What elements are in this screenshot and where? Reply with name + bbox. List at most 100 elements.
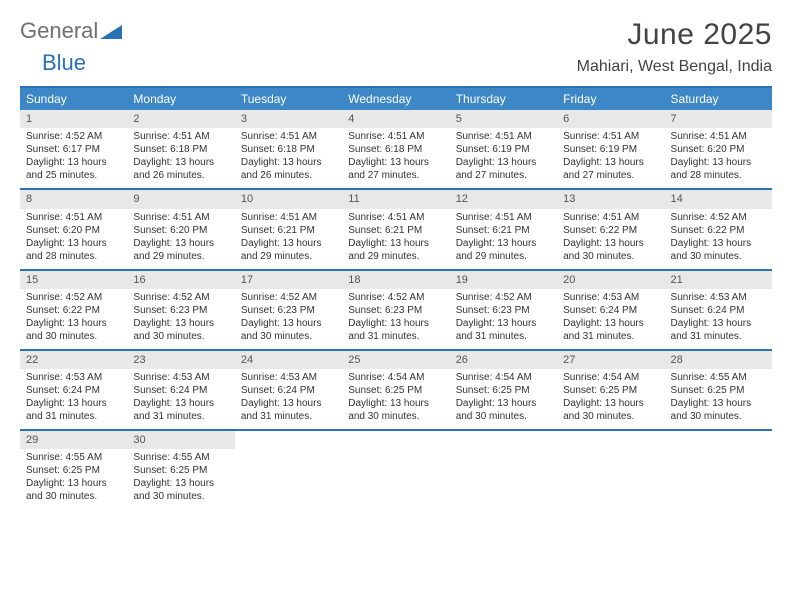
sunset-text: Sunset: 6:22 PM — [26, 304, 121, 317]
day-number: 25 — [348, 353, 443, 367]
brand-part1: General — [20, 18, 98, 44]
daylight-text: Daylight: 13 hours and 27 minutes. — [348, 156, 443, 182]
day-number-bar: 22 — [20, 351, 127, 369]
weekday-header: Saturday — [665, 88, 772, 110]
day-cell: 25Sunrise: 4:54 AMSunset: 6:25 PMDayligh… — [342, 351, 449, 429]
sunrise-text: Sunrise: 4:52 AM — [456, 291, 551, 304]
day-cell: 6 Sunrise: 4:51 AMSunset: 6:19 PMDaylight… — [557, 110, 664, 188]
sunset-text: Sunset: 6:21 PM — [241, 224, 336, 237]
daylight-text: Daylight: 13 hours and 27 minutes. — [563, 156, 658, 182]
day-body: Sunrise: 4:52 AMSunset: 6:23 PMDaylight:… — [450, 289, 557, 349]
day-body: Sunrise: 4:51 AMSunset: 6:20 PMDaylight:… — [665, 128, 772, 188]
daylight-text: Daylight: 13 hours and 29 minutes. — [133, 237, 228, 263]
day-body: Sunrise: 4:51 AMSunset: 6:18 PMDaylight:… — [235, 128, 342, 188]
sunrise-text: Sunrise: 4:52 AM — [133, 291, 228, 304]
sunrise-text: Sunrise: 4:53 AM — [563, 291, 658, 304]
calendar: Sunday Monday Tuesday Wednesday Thursday… — [20, 86, 772, 509]
day-cell — [342, 431, 449, 509]
sunset-text: Sunset: 6:20 PM — [133, 224, 228, 237]
sunset-text: Sunset: 6:23 PM — [241, 304, 336, 317]
day-body: Sunrise: 4:53 AMSunset: 6:24 PMDaylight:… — [127, 369, 234, 429]
sunrise-text: Sunrise: 4:51 AM — [133, 130, 228, 143]
day-body: Sunrise: 4:54 AMSunset: 6:25 PMDaylight:… — [557, 369, 664, 429]
title-block: June 2025 — [627, 18, 772, 52]
day-number: 6 — [563, 112, 658, 126]
day-body: Sunrise: 4:53 AMSunset: 6:24 PMDaylight:… — [665, 289, 772, 349]
day-number-bar: 26 — [450, 351, 557, 369]
day-number: 5 — [456, 112, 551, 126]
sunrise-text: Sunrise: 4:51 AM — [563, 130, 658, 143]
daylight-text: Daylight: 13 hours and 31 minutes. — [671, 317, 766, 343]
day-number-bar: 23 — [127, 351, 234, 369]
day-number-bar: 30 — [127, 431, 234, 449]
day-number: 28 — [671, 353, 766, 367]
day-body: Sunrise: 4:55 AMSunset: 6:25 PMDaylight:… — [127, 449, 234, 509]
day-number-bar: 25 — [342, 351, 449, 369]
day-cell: 12Sunrise: 4:51 AMSunset: 6:21 PMDayligh… — [450, 190, 557, 268]
day-cell: 8Sunrise: 4:51 AMSunset: 6:20 PMDaylight… — [20, 190, 127, 268]
sunrise-text: Sunrise: 4:51 AM — [26, 211, 121, 224]
day-cell: 10Sunrise: 4:51 AMSunset: 6:21 PMDayligh… — [235, 190, 342, 268]
daylight-text: Daylight: 13 hours and 30 minutes. — [133, 317, 228, 343]
daylight-text: Daylight: 13 hours and 30 minutes. — [671, 397, 766, 423]
sunrise-text: Sunrise: 4:53 AM — [133, 371, 228, 384]
day-number-bar: 28 — [665, 351, 772, 369]
day-cell: 14Sunrise: 4:52 AMSunset: 6:22 PMDayligh… — [665, 190, 772, 268]
day-number-bar: 1 — [20, 110, 127, 128]
day-number-bar: 7 — [665, 110, 772, 128]
daylight-text: Daylight: 13 hours and 29 minutes. — [348, 237, 443, 263]
day-body: Sunrise: 4:55 AMSunset: 6:25 PMDaylight:… — [20, 449, 127, 509]
day-number: 23 — [133, 353, 228, 367]
day-body: Sunrise: 4:53 AMSunset: 6:24 PMDaylight:… — [557, 289, 664, 349]
daylight-text: Daylight: 13 hours and 31 minutes. — [26, 397, 121, 423]
day-cell: 26Sunrise: 4:54 AMSunset: 6:25 PMDayligh… — [450, 351, 557, 429]
sunrise-text: Sunrise: 4:51 AM — [241, 130, 336, 143]
day-number-bar: 12 — [450, 190, 557, 208]
day-body: Sunrise: 4:51 AMSunset: 6:21 PMDaylight:… — [450, 209, 557, 269]
daylight-text: Daylight: 13 hours and 31 minutes. — [133, 397, 228, 423]
day-cell: 20 Sunrise: 4:53 AMSunset: 6:24 PMDayligh… — [557, 271, 664, 349]
sunrise-text: Sunrise: 4:53 AM — [671, 291, 766, 304]
daylight-text: Daylight: 13 hours and 25 minutes. — [26, 156, 121, 182]
day-number-bar: 16 — [127, 271, 234, 289]
daylight-text: Daylight: 13 hours and 26 minutes. — [133, 156, 228, 182]
weeks-container: 1Sunrise: 4:52 AMSunset: 6:17 PMDaylight… — [20, 110, 772, 509]
brand-logo: General — [20, 18, 122, 44]
daylight-text: Daylight: 13 hours and 26 minutes. — [241, 156, 336, 182]
day-number: 20 — [563, 273, 658, 287]
header: General June 2025 — [20, 18, 772, 52]
sunset-text: Sunset: 6:25 PM — [563, 384, 658, 397]
daylight-text: Daylight: 13 hours and 28 minutes. — [26, 237, 121, 263]
daylight-text: Daylight: 13 hours and 28 minutes. — [671, 156, 766, 182]
day-number: 19 — [456, 273, 551, 287]
month-title: June 2025 — [627, 18, 772, 52]
sunrise-text: Sunrise: 4:54 AM — [563, 371, 658, 384]
day-number: 29 — [26, 433, 121, 447]
day-number: 14 — [671, 192, 766, 206]
sunset-text: Sunset: 6:20 PM — [671, 143, 766, 156]
week-row: 22Sunrise: 4:53 AMSunset: 6:24 PMDayligh… — [20, 351, 772, 431]
day-number: 30 — [133, 433, 228, 447]
weekday-header-row: Sunday Monday Tuesday Wednesday Thursday… — [20, 88, 772, 110]
weekday-header: Wednesday — [342, 88, 449, 110]
day-number-bar: 2 — [127, 110, 234, 128]
day-number-bar: 24 — [235, 351, 342, 369]
day-cell: 7Sunrise: 4:51 AMSunset: 6:20 PMDaylight… — [665, 110, 772, 188]
day-number: 16 — [133, 273, 228, 287]
day-number-bar: 5 — [450, 110, 557, 128]
sunrise-text: Sunrise: 4:52 AM — [26, 291, 121, 304]
day-number: 4 — [348, 112, 443, 126]
location-text: Mahiari, West Bengal, India — [577, 58, 772, 76]
daylight-text: Daylight: 13 hours and 29 minutes. — [241, 237, 336, 263]
sunset-text: Sunset: 6:19 PM — [563, 143, 658, 156]
daylight-text: Daylight: 13 hours and 27 minutes. — [456, 156, 551, 182]
sunset-text: Sunset: 6:24 PM — [133, 384, 228, 397]
day-cell — [557, 431, 664, 509]
sunset-text: Sunset: 6:24 PM — [26, 384, 121, 397]
day-body: Sunrise: 4:53 AMSunset: 6:24 PMDaylight:… — [20, 369, 127, 429]
day-number-bar: 4 — [342, 110, 449, 128]
sunset-text: Sunset: 6:25 PM — [26, 464, 121, 477]
daylight-text: Daylight: 13 hours and 30 minutes. — [671, 237, 766, 263]
daylight-text: Daylight: 13 hours and 30 minutes. — [133, 477, 228, 503]
sunrise-text: Sunrise: 4:51 AM — [241, 211, 336, 224]
